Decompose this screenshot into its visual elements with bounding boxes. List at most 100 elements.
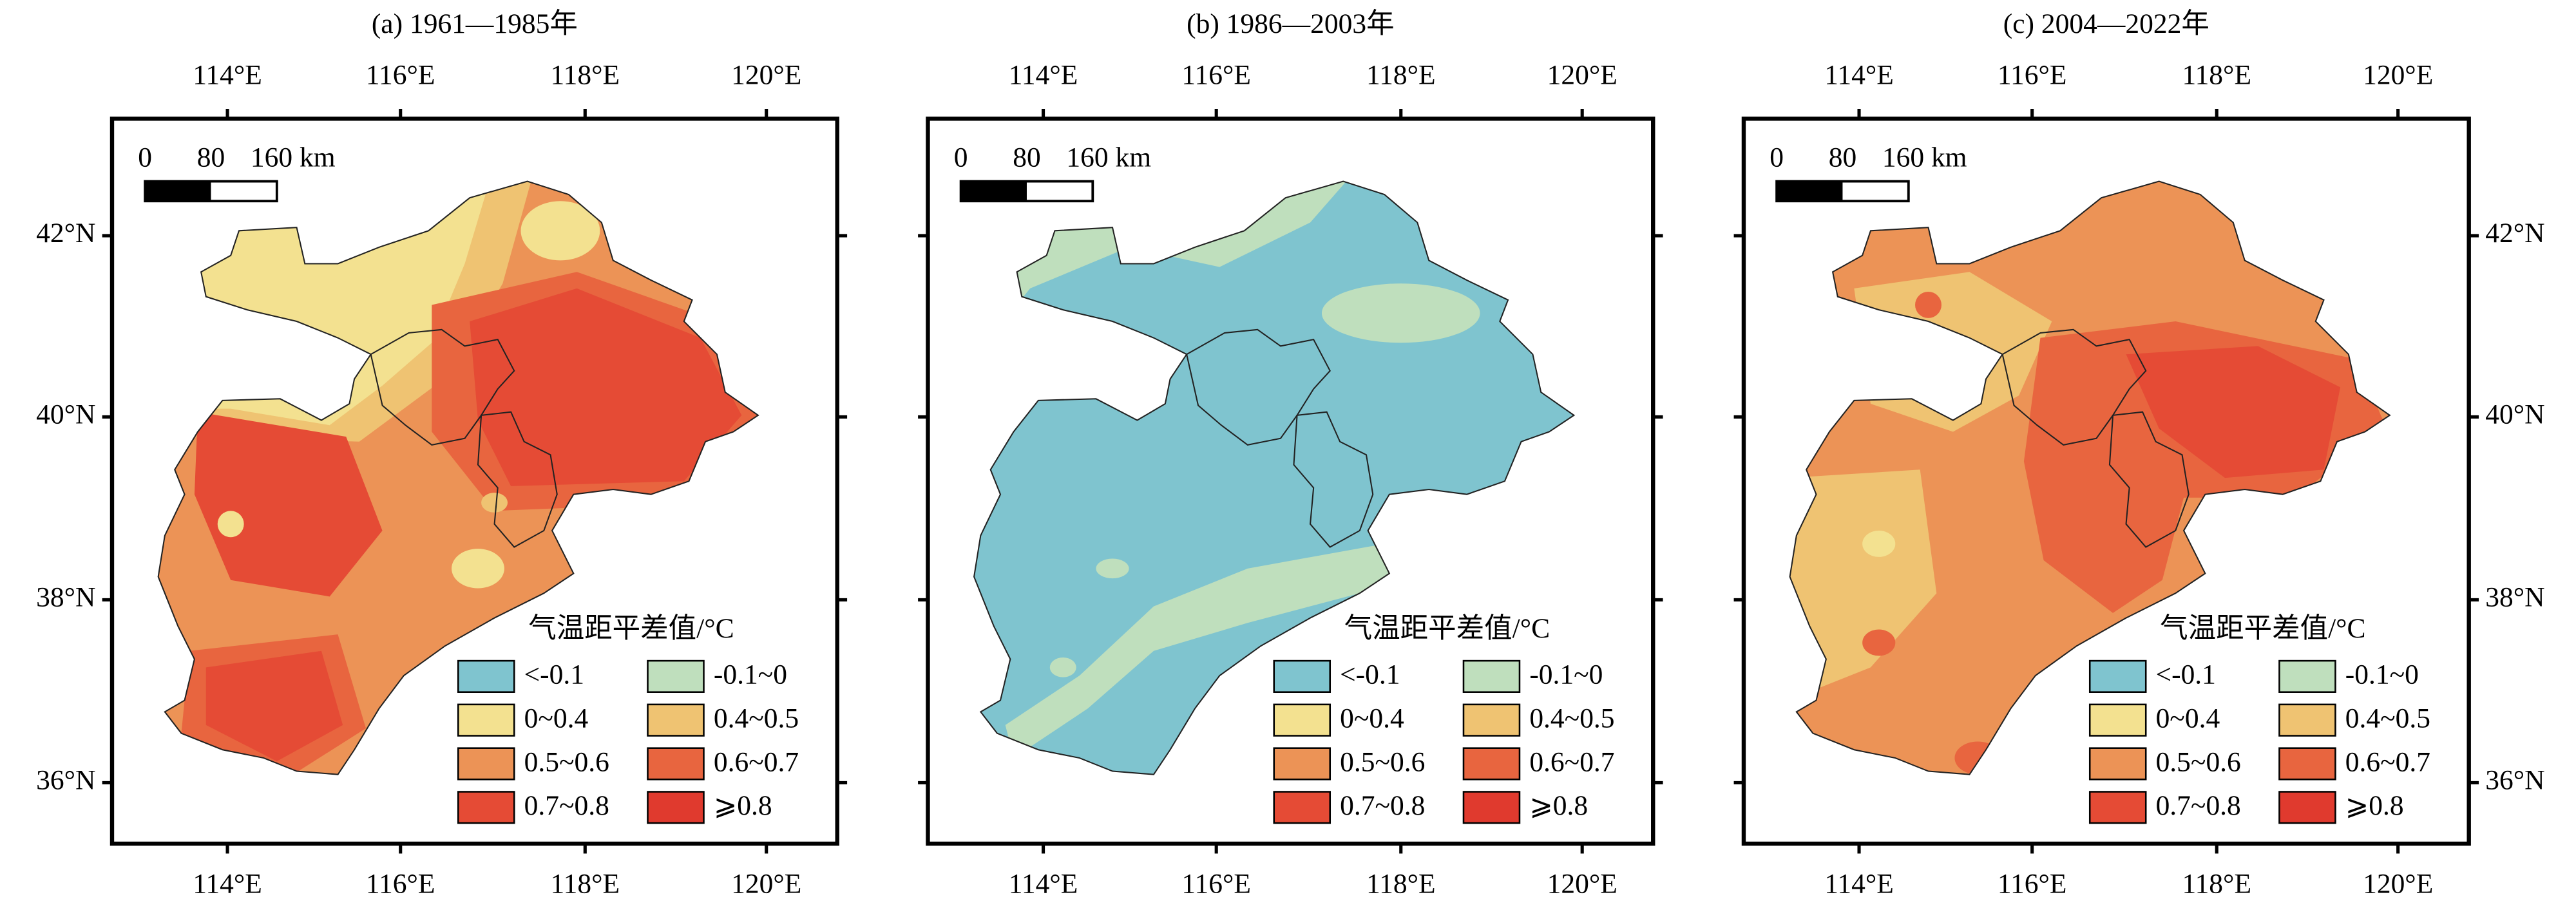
region-fill — [217, 511, 244, 538]
longitude-label: 114°E — [1009, 869, 1078, 900]
longitude-label: 116°E — [1181, 869, 1251, 900]
region-boundary — [370, 328, 515, 446]
legend-label: -0.1~0 — [2345, 659, 2419, 690]
scale-label: 160 km — [1882, 142, 1967, 173]
legend-swatch — [457, 703, 515, 737]
longitude-label: 116°E — [1998, 869, 2067, 900]
legend-swatch — [1273, 659, 1331, 693]
legend-swatch — [2088, 791, 2147, 824]
region-fill — [520, 201, 600, 261]
legend-label: 0~0.4 — [1340, 703, 1404, 733]
longitude-label: 120°E — [731, 869, 801, 900]
legend-swatch — [457, 791, 515, 824]
region-boundary — [1185, 328, 1331, 446]
legend-label: 0.4~0.5 — [714, 703, 799, 733]
legend-swatch — [2088, 703, 2147, 737]
legend-swatch — [1462, 659, 1521, 693]
legend-label: 0.7~0.8 — [1340, 790, 1425, 821]
longitude-label: 118°E — [550, 869, 620, 900]
scale-label: 80 — [1829, 142, 1856, 173]
scale-label: 160 km — [1066, 142, 1151, 173]
region-fill — [481, 493, 508, 513]
legend-title: 气温距平差值/°C — [2160, 613, 2365, 644]
legend-swatch — [2088, 747, 2147, 780]
region-fill — [1911, 355, 1952, 402]
map-frame — [110, 117, 839, 846]
latitude-label: 36°N — [36, 764, 95, 795]
region-fill — [452, 549, 504, 589]
legend-swatch — [2278, 659, 2336, 693]
legend-label: 0.6~0.7 — [1529, 746, 1614, 777]
legend-label: <-0.1 — [2156, 659, 2216, 690]
latitude-label: 38°N — [2485, 582, 2544, 612]
longitude-label: 120°E — [731, 59, 801, 90]
scale-bar — [145, 181, 211, 202]
region-fill — [1862, 629, 1896, 656]
longitude-label: 120°E — [2363, 59, 2433, 90]
panel-title: (b) 1986—2003年 — [1187, 8, 1394, 39]
latitude-label: 40°N — [36, 399, 95, 430]
legend-label: ⩾0.8 — [714, 790, 772, 821]
legend-label: 0~0.4 — [2156, 703, 2220, 733]
map-frame — [926, 117, 1655, 846]
longitude-label: 120°E — [2363, 869, 2433, 900]
longitude-label: 118°E — [2182, 59, 2251, 90]
region-fill — [1862, 530, 1896, 557]
longitude-label: 118°E — [550, 59, 620, 90]
scale-label: 80 — [197, 142, 225, 173]
legend-swatch — [1462, 703, 1521, 737]
latitude-label: 40°N — [2485, 399, 2544, 430]
legend-label: 0.5~0.6 — [2156, 746, 2241, 777]
region-fill — [2126, 346, 2341, 478]
panel-title: (a) 1961—1985年 — [372, 8, 578, 39]
region-fill — [1096, 558, 1129, 579]
legend-label: 0.5~0.6 — [524, 746, 609, 777]
legend-swatch — [2278, 791, 2336, 824]
legend-swatch — [1273, 703, 1331, 737]
region-fill — [1954, 741, 2001, 775]
map-frame — [1741, 117, 2471, 846]
region-fill — [194, 411, 383, 597]
legend-label: 0~0.4 — [524, 703, 589, 733]
region-boundary — [477, 411, 558, 548]
region-fill — [1915, 291, 1942, 318]
longitude-label: 114°E — [1009, 59, 1078, 90]
latitude-label: 42°N — [2485, 218, 2544, 249]
legend-swatch — [2278, 703, 2336, 737]
region-boundary — [1293, 411, 1374, 548]
longitude-label: 114°E — [193, 59, 262, 90]
longitude-label: 118°E — [2182, 869, 2251, 900]
legend-swatch — [2088, 659, 2147, 693]
region-fill — [1005, 544, 1397, 759]
legend-title: 气温距平差值/°C — [528, 613, 734, 644]
legend-swatch — [1273, 791, 1331, 824]
longitude-label: 120°E — [1547, 869, 1617, 900]
legend-label: ⩾0.8 — [2345, 790, 2404, 821]
scale-label: 160 km — [251, 142, 336, 173]
legend-label: ⩾0.8 — [1529, 790, 1588, 821]
legend-label: 0.7~0.8 — [524, 790, 609, 821]
legend-label: -0.1~0 — [714, 659, 787, 690]
longitude-label: 118°E — [1366, 869, 1436, 900]
region-boundary — [2108, 411, 2190, 548]
legend-swatch — [647, 703, 705, 737]
longitude-label: 114°E — [1824, 59, 1894, 90]
legend-swatch — [647, 659, 705, 693]
latitude-label: 36°N — [2485, 764, 2544, 795]
legend-swatch — [1462, 791, 1521, 824]
legend-swatch — [457, 659, 515, 693]
legend-label: <-0.1 — [524, 659, 584, 690]
legend-label: 0.4~0.5 — [2345, 703, 2430, 733]
legend-label: 0.6~0.7 — [2345, 746, 2430, 777]
latitude-label: 38°N — [36, 582, 95, 612]
scale-label: 80 — [1013, 142, 1040, 173]
legend-swatch — [647, 747, 705, 780]
longitude-label: 114°E — [1824, 869, 1894, 900]
region-fill — [205, 650, 343, 762]
longitude-label: 118°E — [1366, 59, 1436, 90]
legend-label: 0.5~0.6 — [1340, 746, 1425, 777]
longitude-label: 114°E — [193, 869, 262, 900]
region-fill — [1321, 283, 1480, 343]
